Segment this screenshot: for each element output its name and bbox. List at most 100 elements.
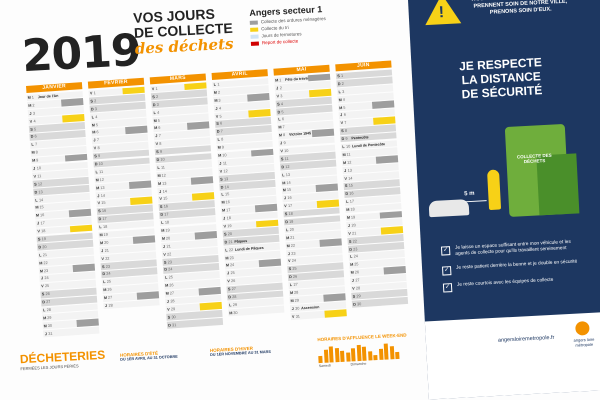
legend-label: Collecte du tri xyxy=(261,24,289,32)
day-number: 11 xyxy=(222,161,227,166)
day-number: 31 xyxy=(48,331,53,336)
day-number: 1 xyxy=(217,82,220,87)
affluence-day-label: Dimanche xyxy=(350,361,367,367)
day-number: 4 xyxy=(95,114,98,119)
day-number: 6 xyxy=(158,126,161,131)
day-number: 14 xyxy=(348,175,353,181)
day-number: 6 xyxy=(281,117,285,122)
day-number: 20 xyxy=(42,244,47,250)
day-number: 22 xyxy=(166,251,172,257)
day-number: 11 xyxy=(99,169,104,174)
day-number: 12 xyxy=(223,168,228,174)
affluence-bar xyxy=(395,351,400,360)
day-number: 23 xyxy=(353,246,358,252)
day-number: 3 xyxy=(94,106,98,111)
truck-illustration: COLLECTE DES DÉCHETS 5 m xyxy=(424,103,590,231)
title-line-3: des déchets xyxy=(134,34,234,58)
affluence-bar xyxy=(389,346,395,360)
day-number: 2 xyxy=(94,98,97,104)
day-number: 21 xyxy=(166,244,171,249)
day-number: 24 xyxy=(229,263,235,268)
day-number: 24 xyxy=(291,259,297,264)
day-number: 19 xyxy=(350,215,356,220)
day-number: 23 xyxy=(43,268,49,273)
day-number: 27 xyxy=(355,278,360,283)
day-number: 19 xyxy=(41,236,47,242)
day-number: 29 xyxy=(170,307,176,312)
day-number: 11 xyxy=(346,152,351,157)
affluence-chart: HORAIRES D'AFFLUENCE LE WEEK-END Samedi D… xyxy=(317,331,438,368)
affluence-bar xyxy=(318,355,323,364)
day-number: 26 xyxy=(107,287,112,293)
day-number: 7 xyxy=(282,125,285,130)
legend-label: Jours de fermetures xyxy=(261,31,302,39)
day-number: 9 xyxy=(283,141,286,146)
legend-swatch xyxy=(250,27,259,32)
day-number: 9 xyxy=(97,154,101,159)
day-number: 18 xyxy=(226,216,232,221)
day-number: 14 xyxy=(162,188,168,194)
day-number: 15 xyxy=(348,183,354,189)
day-number: 6 xyxy=(96,130,99,135)
holiday-label: Lundi de Pâques xyxy=(234,245,264,252)
day-number: 19 xyxy=(165,228,170,233)
day-number: 10 xyxy=(98,161,103,167)
affluence-bar xyxy=(334,347,340,363)
day-number: 15 xyxy=(286,188,292,193)
day-number: 30 xyxy=(47,323,53,328)
day-number: 31 xyxy=(295,314,301,319)
day-number: 24 xyxy=(44,276,49,281)
day-number: 22 xyxy=(43,260,48,265)
holiday-label: Pâques xyxy=(234,238,248,244)
day-number: 25 xyxy=(106,279,112,285)
day-number: 20 xyxy=(289,227,295,232)
panel-note: TRANSPORTS TOUTE SÉCURITÉ, ILS PRENNENT … xyxy=(470,0,569,16)
day-number: 5 xyxy=(219,113,222,119)
check-icon: ✓ xyxy=(442,283,453,293)
day-number: 27 xyxy=(45,299,51,305)
day-number: 27 xyxy=(107,295,113,300)
day-number: 2 xyxy=(32,103,35,108)
affluence-bar xyxy=(345,352,351,362)
car-icon xyxy=(428,199,470,218)
day-number: 17 xyxy=(287,203,293,209)
affluence-bar xyxy=(328,346,334,363)
affluence-bar xyxy=(340,350,345,362)
day-number: 17 xyxy=(349,199,355,204)
day-number: 21 xyxy=(290,235,295,240)
day-number: 25 xyxy=(292,266,297,272)
affluence-day-label: Samedi xyxy=(318,363,331,369)
month-column: JUIN S 1 D 2 L 3 M 4 M 5 J 6 V 7 S 8 D 9 Pentecôte L 10 Lundi … xyxy=(335,60,410,343)
day-number: 29 xyxy=(294,298,299,303)
day-number: 4 xyxy=(218,106,222,111)
day-number: 28 xyxy=(46,307,52,313)
holiday-label: Ascension xyxy=(301,304,320,311)
day-number: 13 xyxy=(285,172,291,177)
day-number: 16 xyxy=(101,209,107,214)
day-number: 20 xyxy=(165,236,171,241)
website-link[interactable]: angersloiremetropole.fr xyxy=(497,334,555,344)
day-number: 2 xyxy=(279,85,283,91)
day-number: 6 xyxy=(34,134,37,139)
legend-swatch xyxy=(250,40,260,46)
day-number: 7 xyxy=(158,133,162,139)
legend-swatch xyxy=(249,20,258,25)
day-number: 27 xyxy=(293,282,298,287)
day-number: 25 xyxy=(354,262,359,267)
day-number: 7 xyxy=(96,138,100,143)
day-number: 23 xyxy=(105,264,111,269)
recycling-collection-mark xyxy=(324,309,347,318)
day-number: 10 xyxy=(36,166,42,171)
calendar-grid: JANVIER M 1 Jour de l'An M 2 J 3 V 4 S 5 D 6 L 7 M 8 M 9 J 10… xyxy=(26,60,415,365)
day-number: 22 xyxy=(290,243,296,248)
day-number: 23 xyxy=(167,259,172,265)
day-number: 17 xyxy=(226,208,231,213)
day-number: 30 xyxy=(171,314,176,320)
check-icon: ✓ xyxy=(441,266,452,276)
tips-list: ✓ Je laisse un espace suffisant entre mon… xyxy=(440,239,584,300)
day-number: 29 xyxy=(232,302,238,307)
holiday-label: Pentecôte xyxy=(351,135,369,141)
day-number: 5 xyxy=(343,105,346,110)
exclamation-icon: ! xyxy=(438,4,445,22)
